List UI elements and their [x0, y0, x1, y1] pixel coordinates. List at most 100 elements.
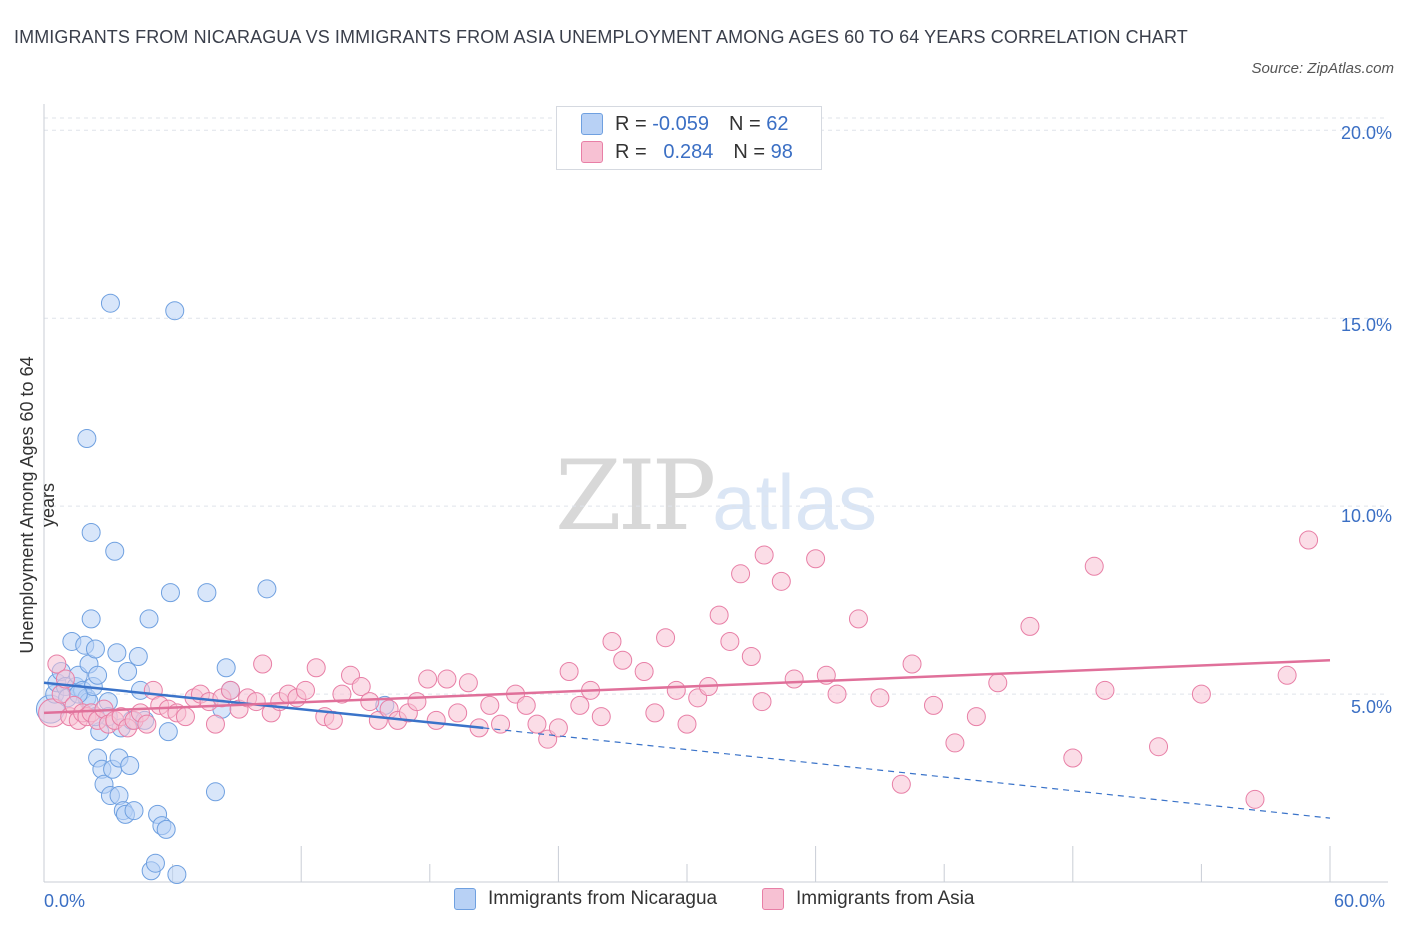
- point-asia: [709, 605, 729, 625]
- point-asia: [205, 714, 225, 734]
- y-tick-label-20: 20.0%: [1340, 123, 1392, 143]
- point-nicaragua: [216, 658, 236, 678]
- point-asia: [570, 695, 590, 715]
- point-asia: [1063, 748, 1083, 768]
- point-asia: [806, 549, 826, 569]
- point-asia: [1020, 616, 1040, 636]
- y-tick-label-10: 10.0%: [1340, 506, 1392, 526]
- x-tick-label-max: 60.0%: [1334, 891, 1386, 911]
- point-asia: [418, 669, 438, 689]
- y-tick-label-5: 5.0%: [1350, 697, 1392, 717]
- point-asia: [827, 684, 847, 704]
- point-asia: [634, 662, 654, 682]
- legend-n-value: 62: [766, 112, 789, 135]
- point-nicaragua: [100, 293, 120, 313]
- point-asia: [848, 609, 868, 629]
- point-nicaragua: [158, 722, 178, 742]
- point-asia: [752, 692, 772, 712]
- point-asia: [731, 564, 751, 584]
- watermark-zip: ZIP: [555, 440, 716, 552]
- legend-r-value: 0.284: [663, 140, 714, 163]
- point-asia: [771, 571, 791, 591]
- point-nicaragua: [107, 643, 127, 663]
- point-asia: [426, 710, 446, 730]
- bottom-legend-asia: Immigrants from Asia: [762, 888, 974, 910]
- source-label: Source: ZipAtlas.com: [1251, 60, 1394, 77]
- point-asia: [1149, 737, 1169, 757]
- point-asia: [295, 680, 315, 700]
- point-asia: [591, 707, 611, 727]
- point-nicaragua: [85, 639, 105, 659]
- legend-n-label: N =: [728, 112, 761, 135]
- legend-swatch-blue: [581, 113, 603, 135]
- legend-n-value: 98: [770, 140, 793, 163]
- bottom-legend-swatch-blue: [454, 888, 476, 910]
- point-asia: [253, 654, 273, 674]
- point-asia: [1084, 556, 1104, 576]
- point-asia: [175, 707, 195, 727]
- point-nicaragua: [81, 522, 101, 542]
- point-nicaragua: [145, 853, 165, 873]
- point-asia: [1245, 789, 1265, 809]
- legend-r-label: R =: [615, 140, 647, 163]
- legend-r-label: R =: [615, 112, 647, 135]
- trend-line-nicaragua: [43, 681, 484, 730]
- point-asia: [360, 692, 380, 712]
- point-nicaragua: [167, 864, 187, 884]
- point-asia: [656, 628, 676, 648]
- point-asia: [559, 662, 579, 682]
- watermark: ZIPatlas: [555, 440, 877, 552]
- point-asia: [548, 718, 568, 738]
- point-asia: [666, 680, 686, 700]
- point-asia: [527, 714, 547, 734]
- point-asia: [891, 774, 911, 794]
- chart-title: IMMIGRANTS FROM NICARAGUA VS IMMIGRANTS …: [14, 27, 1188, 47]
- bottom-legend-label: Immigrants from Nicaragua: [488, 888, 718, 909]
- point-nicaragua: [81, 609, 101, 629]
- legend-row-asia: R = 0.284 N = 98: [581, 140, 793, 164]
- trend-line-asia: [43, 659, 1331, 715]
- point-asia: [902, 654, 922, 674]
- point-asia: [220, 680, 240, 700]
- point-asia: [332, 684, 352, 704]
- point-asia: [645, 703, 665, 723]
- point-nicaragua: [88, 665, 108, 685]
- point-nicaragua: [257, 579, 277, 599]
- point-nicaragua: [120, 755, 140, 775]
- point-nicaragua: [205, 782, 225, 802]
- point-nicaragua: [128, 646, 148, 666]
- point-nicaragua: [139, 609, 159, 629]
- point-nicaragua: [156, 819, 176, 839]
- point-nicaragua: [105, 541, 125, 561]
- correlation-legend: R = -0.059 N = 62 R = 0.284 N = 98: [556, 106, 822, 170]
- point-asia: [988, 673, 1008, 693]
- point-asia: [437, 669, 457, 689]
- bottom-legend-nicaragua: Immigrants from Nicaragua: [454, 888, 717, 910]
- x-tick-label-min: 0.0%: [44, 891, 86, 911]
- point-asia: [741, 646, 761, 666]
- point-asia: [1191, 684, 1211, 704]
- watermark-atlas: atlas: [712, 458, 877, 546]
- y-tick-label-15: 15.0%: [1340, 315, 1392, 335]
- point-nicaragua: [77, 429, 97, 449]
- point-asia: [1095, 680, 1115, 700]
- point-asia: [458, 673, 478, 693]
- point-asia: [1277, 665, 1297, 685]
- point-asia: [448, 703, 468, 723]
- legend-n-label: N =: [733, 140, 766, 163]
- legend-r-value: -0.059: [652, 112, 709, 135]
- point-asia: [870, 688, 890, 708]
- point-asia: [491, 714, 511, 734]
- legend-swatch-pink: [581, 141, 603, 163]
- point-asia: [720, 631, 740, 651]
- point-nicaragua: [160, 583, 180, 603]
- bottom-legend-label: Immigrants from Asia: [796, 888, 975, 909]
- point-asia: [351, 677, 371, 697]
- point-nicaragua: [197, 583, 217, 603]
- y-axis-label: Unemployment Among Ages 60 to 64 years: [17, 356, 58, 654]
- trend-line-nicaragua-extension: [483, 727, 1331, 819]
- point-asia: [516, 695, 536, 715]
- point-asia: [602, 631, 622, 651]
- point-asia: [407, 692, 427, 712]
- point-asia: [945, 733, 965, 753]
